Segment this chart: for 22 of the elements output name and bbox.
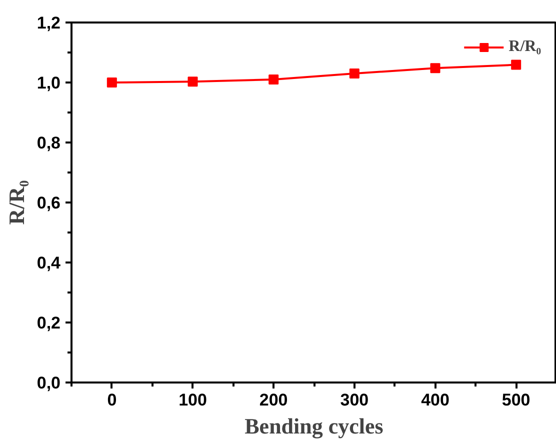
y-tick-label: 0,8 <box>36 134 61 152</box>
y-tick-label: 0,2 <box>36 314 61 332</box>
legend-label: R/R₀ <box>508 38 541 56</box>
y-tick-label: 0,6 <box>36 194 61 212</box>
point <box>511 60 522 70</box>
point <box>430 63 440 74</box>
y-axis-title: R/R₀ <box>4 180 29 225</box>
x-tick-label: 400 <box>421 390 450 410</box>
point <box>106 78 117 88</box>
point <box>349 68 360 78</box>
x-tick-label: 500 <box>502 390 530 410</box>
x-tick-label: 100 <box>178 390 207 410</box>
x-tick-label: 200 <box>259 390 288 410</box>
y-tick-label: 0,0 <box>36 374 61 392</box>
point <box>188 76 198 87</box>
x-tick-label: 0 <box>107 390 117 410</box>
point <box>268 74 279 84</box>
x-tick-label: 300 <box>340 390 369 410</box>
y-tick-label: 1,0 <box>36 74 61 92</box>
y-tick-label: 1,2 <box>36 14 61 32</box>
y-tick-label: 0,4 <box>36 254 62 272</box>
x-axis-title: Bending cycles <box>244 414 384 438</box>
